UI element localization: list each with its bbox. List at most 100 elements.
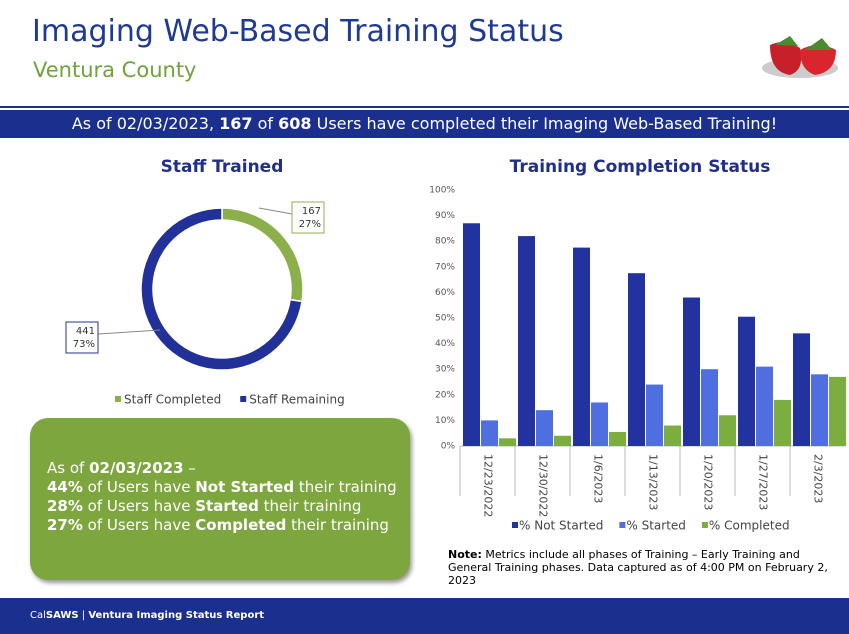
summary-line: 27% of Users have Completed their traini… bbox=[47, 516, 397, 535]
text-run: their training bbox=[294, 478, 397, 496]
bar bbox=[609, 431, 626, 446]
text-run: 02/03/2023 bbox=[89, 459, 184, 477]
text-run: their training bbox=[286, 516, 389, 534]
text-run: Users have completed their Imaging Web-B… bbox=[311, 114, 778, 133]
data-label: 441 bbox=[76, 326, 95, 337]
banner: As of 02/03/2023, 167 of 608 Users have … bbox=[0, 110, 849, 138]
legend-label: Staff Completed bbox=[124, 393, 221, 407]
strawberry-icon bbox=[762, 36, 838, 78]
bar bbox=[591, 402, 608, 446]
text-run: 167 bbox=[219, 114, 253, 133]
x-tick-label: 1/13/2023 bbox=[647, 454, 660, 510]
bar bbox=[573, 247, 590, 446]
leader-line bbox=[258, 207, 293, 215]
bar bbox=[793, 333, 810, 446]
charts: Staff Trained 167 27% 441 73% Staff Completed… bbox=[65, 36, 846, 533]
text-run: of Users have bbox=[82, 516, 196, 534]
bar bbox=[738, 316, 755, 446]
x-tick-label: 1/27/2023 bbox=[757, 454, 770, 510]
summary-box bbox=[30, 418, 410, 580]
text-run: their training bbox=[258, 497, 362, 515]
y-tick-label: 20% bbox=[435, 390, 455, 400]
x-tick-label: 1/20/2023 bbox=[702, 454, 715, 510]
x-tick-label: 1/6/2023 bbox=[592, 454, 605, 503]
summary-line: As of 02/03/2023 – bbox=[47, 459, 397, 478]
text-run: As of 02/03/2023, bbox=[71, 114, 220, 133]
bar bbox=[463, 223, 480, 446]
summary-line: 28% of Users have Started their training bbox=[47, 497, 397, 516]
legend-label: Staff Remaining bbox=[249, 393, 344, 407]
text-run: | bbox=[78, 610, 89, 621]
bar bbox=[481, 420, 498, 446]
title: Imaging Web-Based Training Status bbox=[32, 14, 564, 49]
text-run: Cal bbox=[30, 610, 46, 621]
bar bbox=[518, 236, 535, 446]
footer: CalSAWS | Ventura Imaging Status Report bbox=[0, 598, 849, 634]
donut-segment bbox=[140, 207, 303, 371]
label-box bbox=[65, 321, 99, 354]
y-tick-label: 80% bbox=[435, 237, 455, 247]
legend-swatch bbox=[619, 522, 626, 528]
text-run: Note: bbox=[448, 548, 482, 561]
bar bbox=[554, 435, 571, 446]
text-run: of Users have bbox=[82, 497, 196, 515]
y-tick-label: 90% bbox=[435, 211, 455, 221]
text-run: 44% bbox=[47, 478, 83, 496]
legend-swatch bbox=[512, 522, 518, 528]
chart-title: Staff Trained bbox=[161, 157, 284, 177]
summary-line: 44% of Users have Not Started their trai… bbox=[47, 478, 397, 497]
text-run: 608 bbox=[278, 114, 312, 133]
label-box bbox=[291, 201, 325, 234]
text-run: 28% bbox=[47, 497, 83, 515]
x-tick-label: 2/3/2023 bbox=[812, 454, 825, 503]
note: Note: Metrics include all phases of Trai… bbox=[448, 548, 828, 587]
y-tick-label: 10% bbox=[435, 416, 455, 426]
bar bbox=[664, 425, 681, 446]
percent-label: 27% bbox=[299, 219, 321, 230]
bar bbox=[646, 384, 663, 446]
text-run: of bbox=[252, 114, 279, 133]
text-run: Completed bbox=[195, 516, 287, 534]
bar bbox=[719, 415, 736, 446]
text-run: of Users have bbox=[82, 478, 196, 496]
text-run: Not Started bbox=[195, 478, 295, 496]
subtitle: Ventura County bbox=[33, 58, 197, 82]
x-tick-label: 12/23/2022 bbox=[482, 454, 495, 517]
y-tick-label: 50% bbox=[435, 314, 455, 324]
legend-label: % Started bbox=[626, 519, 686, 533]
text-run: – bbox=[183, 459, 196, 477]
chart-title: Training Completion Status bbox=[510, 157, 771, 177]
legend-swatch bbox=[240, 396, 247, 402]
percent-label: 73% bbox=[73, 339, 95, 350]
rule bbox=[0, 106, 849, 108]
legend-label: % Not Started bbox=[519, 519, 603, 533]
y-tick-label: 100% bbox=[429, 186, 455, 196]
legend-swatch bbox=[115, 396, 121, 402]
data-label: 167 bbox=[302, 206, 321, 217]
bar bbox=[829, 376, 846, 446]
text-run: SAWS bbox=[45, 610, 79, 621]
bar bbox=[628, 273, 645, 446]
bar bbox=[701, 369, 718, 446]
y-tick-label: 70% bbox=[435, 262, 455, 272]
x-tick-label: 12/30/2022 bbox=[537, 454, 550, 517]
text-run: Metrics include all phases of Training –… bbox=[448, 548, 828, 587]
y-tick-label: 0% bbox=[441, 442, 456, 452]
bar bbox=[811, 374, 828, 446]
bar bbox=[683, 297, 700, 446]
text-run: As of bbox=[47, 459, 90, 477]
summary-text: As of 02/03/2023 –44% of Users have Not … bbox=[47, 459, 397, 535]
legend-swatch bbox=[701, 522, 708, 528]
bar bbox=[536, 410, 553, 446]
leader-line bbox=[97, 329, 161, 335]
bar bbox=[774, 399, 791, 446]
donut-segment bbox=[221, 207, 304, 303]
y-tick-label: 60% bbox=[435, 288, 455, 298]
bar bbox=[499, 438, 516, 446]
text-run: Started bbox=[195, 497, 259, 515]
y-tick-label: 30% bbox=[435, 365, 455, 375]
legend-label: % Completed bbox=[709, 519, 790, 533]
text-run: Ventura Imaging Status Report bbox=[88, 610, 265, 621]
bar bbox=[756, 366, 773, 446]
